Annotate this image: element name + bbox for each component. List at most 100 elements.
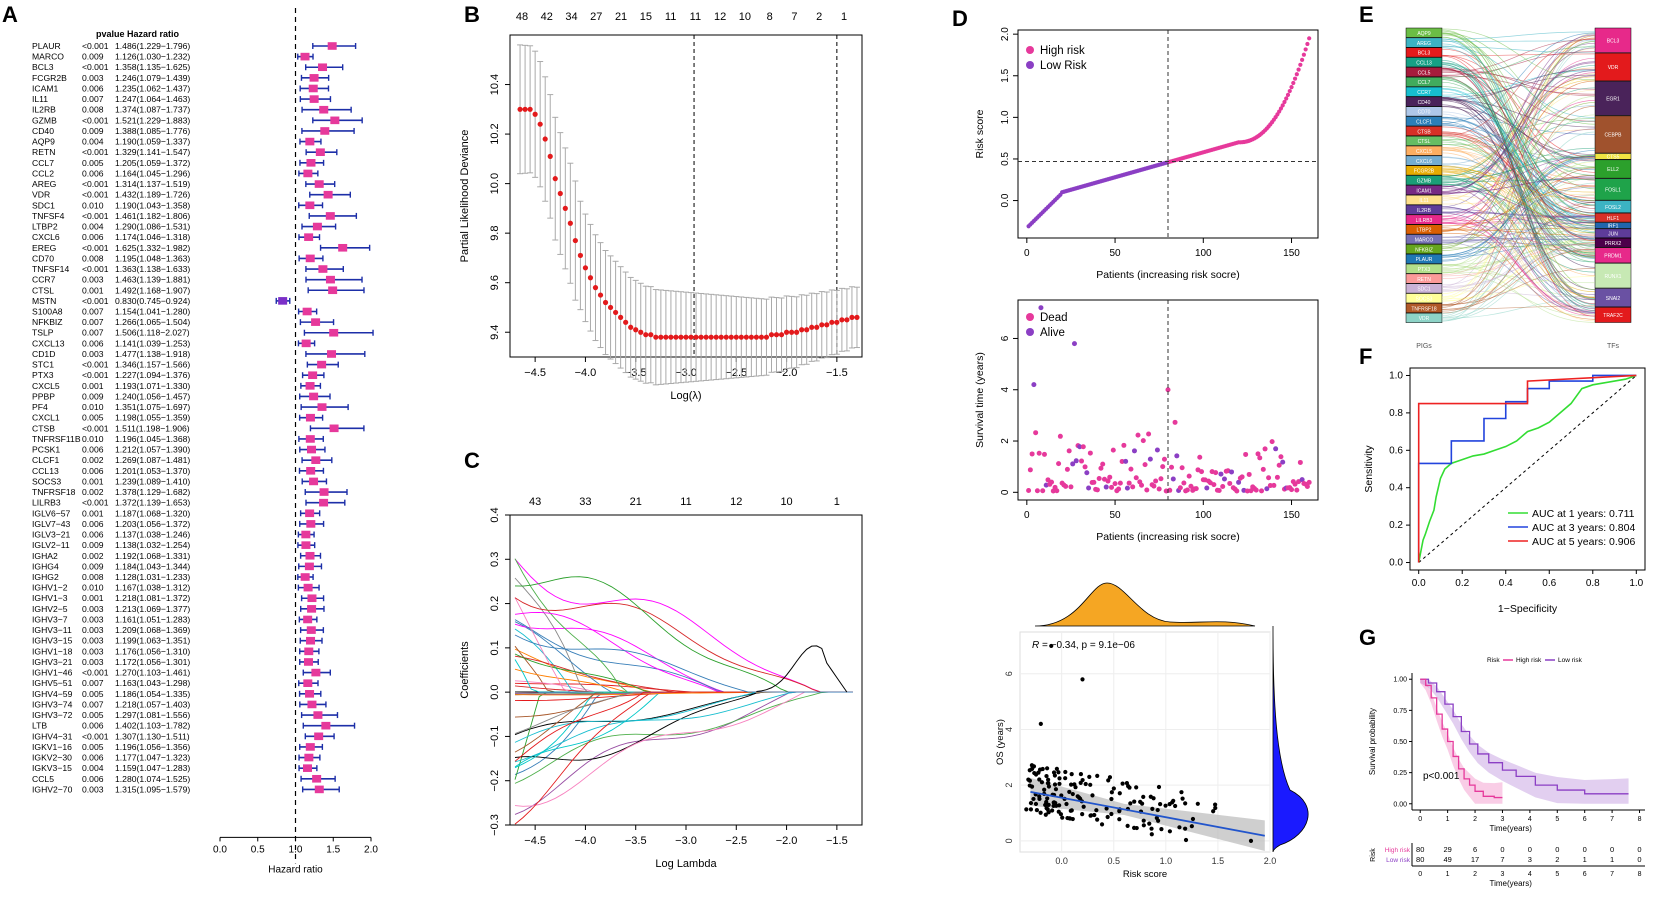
top-tick-label: 12 — [730, 496, 742, 508]
hr-cell: 0.830(0.745−0.924) — [115, 296, 190, 306]
hr-marker — [305, 382, 315, 390]
risk-point — [1285, 92, 1291, 97]
survival-point — [1167, 487, 1173, 493]
pig-node-label: CTSB — [1417, 129, 1431, 135]
pvalue-cell: <0.001 — [82, 190, 109, 200]
survival-point — [1269, 439, 1275, 445]
y-axis-label: Survival time (years) — [974, 352, 986, 448]
hr-marker — [304, 562, 314, 571]
sankey-link — [1441, 33, 1596, 190]
survival-point — [1259, 488, 1265, 494]
deviance-point — [789, 329, 795, 335]
data-point — [1159, 827, 1164, 832]
data-point — [1054, 766, 1059, 771]
hr-marker — [301, 339, 311, 348]
hr-cell: 1.192(1.068−1.331) — [115, 551, 190, 561]
legend-label: High risk — [1516, 657, 1542, 664]
data-point — [1037, 777, 1042, 782]
pvalue-cell: 0.006 — [82, 721, 104, 731]
survival-point — [1158, 476, 1164, 482]
survival-point — [1144, 487, 1150, 493]
risk-x-tick-label: 1 — [1446, 871, 1450, 878]
data-point — [1053, 800, 1058, 806]
tf-node-label: IRF1 — [1608, 224, 1619, 230]
y-tick-label: 10.2 — [489, 123, 501, 144]
x-density — [1034, 582, 1256, 627]
gene-label: LTB — [32, 721, 47, 731]
gene-label: IL11 — [32, 94, 48, 104]
hr-cell: 1.172(1.056−1.301) — [115, 657, 190, 667]
gene-label: IGHV4−59 — [32, 689, 73, 699]
survival-point — [1154, 447, 1160, 453]
survival-point — [1123, 458, 1129, 464]
survival-point — [1079, 458, 1085, 464]
coefficient-path — [514, 691, 853, 784]
pig-node — [1405, 283, 1443, 294]
hr-marker — [300, 573, 310, 581]
sankey-link — [1441, 248, 1596, 310]
data-point — [1046, 802, 1051, 808]
data-point — [1134, 785, 1139, 790]
pvalue-cell: 0.003 — [82, 625, 104, 635]
pvalue-cell: 0.001 — [82, 381, 104, 391]
data-point — [1189, 824, 1194, 829]
data-point — [1034, 807, 1040, 813]
survival-point — [1070, 461, 1076, 467]
sankey-link — [1441, 305, 1596, 310]
risk-point — [1280, 103, 1285, 108]
hr-marker — [329, 328, 339, 337]
data-point — [1031, 796, 1036, 802]
data-point — [1111, 786, 1116, 791]
x-tick-label: 2.0 — [364, 844, 378, 855]
gene-label: CTSL — [32, 285, 54, 295]
data-point — [1078, 771, 1084, 777]
hr-cell: 1.209(1.068−1.369) — [115, 625, 190, 635]
pig-node-label: CCR7 — [1417, 90, 1431, 96]
hr-marker — [301, 530, 311, 539]
hr-cell: 1.307(1.130−1.511) — [115, 731, 190, 741]
data-point — [1045, 781, 1051, 786]
survival-point — [1054, 488, 1060, 494]
pvalue-cell: 0.008 — [82, 105, 104, 115]
hr-cell: 1.351(1.075−1.697) — [115, 402, 190, 412]
deviance-point — [799, 327, 805, 333]
coefficient-path — [514, 691, 853, 762]
survival-point — [1172, 419, 1178, 425]
hr-marker — [317, 360, 327, 369]
survival-point — [1197, 454, 1203, 460]
data-point — [1024, 807, 1029, 812]
gene-label: IGHV3−21 — [32, 657, 73, 667]
risk-cell: 0 — [1637, 855, 1641, 864]
hr-marker — [325, 275, 335, 284]
pig-node — [1405, 57, 1443, 68]
data-point — [1028, 800, 1034, 806]
hr-marker — [300, 52, 310, 61]
survival-point — [1267, 483, 1273, 489]
tf-node-label: PRDM1 — [1604, 254, 1622, 260]
deviance-point — [572, 237, 578, 244]
hr-cell: 1.270(1.103−1.461) — [115, 668, 190, 678]
tf-node — [1594, 263, 1632, 289]
sankey-link — [1441, 156, 1596, 180]
roc-plot: 0.0 0.2 0.4 0.6 0.8 1.0 0.0 0.2 0.4 0.6 0.8 1.0 1−Sp… — [1363, 367, 1646, 615]
hr-marker — [304, 233, 314, 241]
data-point — [1046, 784, 1052, 789]
survival-point — [1140, 438, 1146, 444]
x-tick-label: 0.8 — [1586, 578, 1600, 589]
hr-marker — [323, 190, 333, 199]
panel-label-f: F — [1359, 344, 1372, 369]
pig-node-label: CD40 — [1418, 100, 1431, 106]
gene-label: SDC1 — [32, 200, 55, 210]
hr-marker — [307, 594, 317, 603]
hr-marker — [317, 403, 327, 411]
x-tick-label: 6 — [1583, 816, 1587, 823]
y-tick-label: 6 — [1000, 335, 1011, 341]
sankey-link — [1441, 97, 1596, 204]
survival-point — [1103, 484, 1109, 490]
survival-point — [1220, 483, 1226, 489]
tf-node — [1594, 200, 1632, 213]
sankey-link — [1441, 32, 1596, 290]
hr-marker — [314, 732, 324, 741]
risk-cell: 80 — [1416, 855, 1424, 864]
